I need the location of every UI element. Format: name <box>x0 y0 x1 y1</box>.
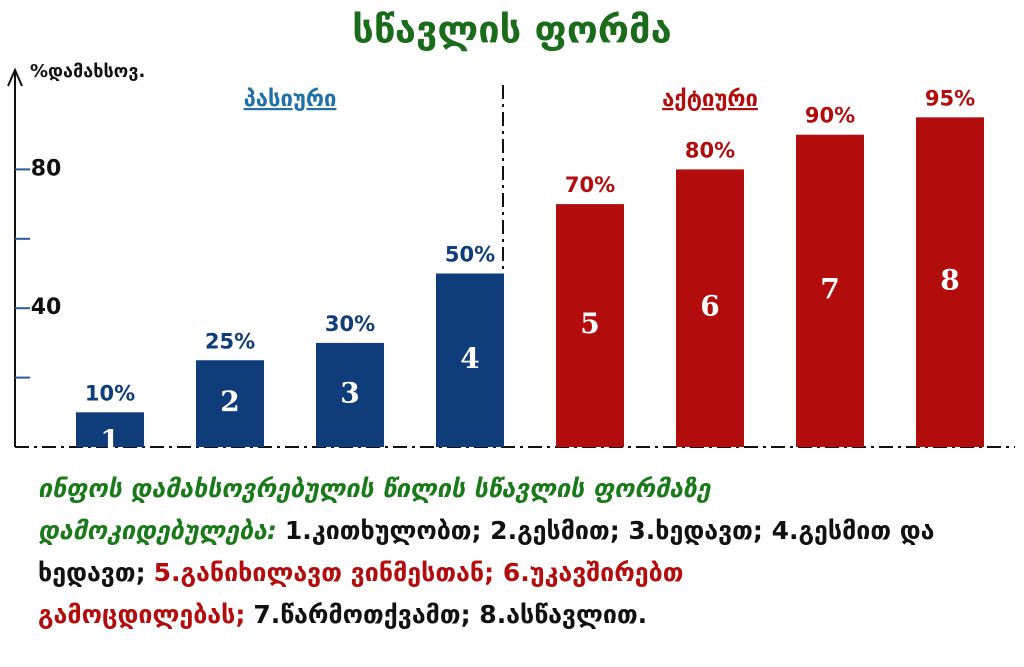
value-label: 50% <box>445 243 495 267</box>
y-tick-label: 80 <box>31 156 62 181</box>
category-label: 3 <box>340 376 359 409</box>
caption: ინფოს დამახსოვრებულის წილის სწავლის ფორმ… <box>38 468 988 636</box>
category-label: 4 <box>460 342 479 375</box>
value-label: 25% <box>205 329 255 353</box>
bar <box>916 117 984 447</box>
bar <box>196 360 264 447</box>
value-label: 10% <box>85 381 135 405</box>
category-label: 8 <box>940 264 959 297</box>
caption-segment: ინფოს დამახსოვრებულის წილის სწავლის ფორმ… <box>38 474 711 545</box>
value-label: 80% <box>685 138 735 162</box>
caption-segment: 7.წარმოთქვამთ; 8.ასწავლით. <box>253 600 648 629</box>
category-label: 2 <box>220 385 239 418</box>
bar <box>316 342 384 447</box>
bar <box>796 134 864 447</box>
bar <box>556 204 624 447</box>
value-label: 90% <box>805 104 855 128</box>
bar <box>676 169 744 447</box>
category-label: 5 <box>580 307 599 340</box>
value-label: 95% <box>925 86 975 110</box>
chart-title: სწავლის ფორმა <box>352 8 671 52</box>
bar <box>76 412 144 447</box>
category-label: 1 <box>100 424 119 457</box>
chart: სწავლის ფორმა %დამახსოვ. 40 80 10% 1 25% 2 30%… <box>7 7 1015 457</box>
caption-segment: 1.კითხულობთ; 2.გესმით; 3.ხედავთ; 4.გესმი… <box>38 516 935 587</box>
y-tick-label: 40 <box>31 295 62 320</box>
group-label: პასიური <box>244 87 337 112</box>
value-label: 70% <box>565 173 615 197</box>
axis-arrow <box>7 67 23 87</box>
bar <box>436 273 504 447</box>
caption-segment: 5.განიხილავთ ვინმესთან; 6.უკავშირებთ გამ… <box>38 558 684 629</box>
value-label: 30% <box>325 312 375 336</box>
group-label: აქტიური <box>662 87 758 112</box>
y-axis-label: %დამახსოვ. <box>30 61 145 82</box>
category-label: 6 <box>700 290 719 323</box>
category-label: 7 <box>820 272 839 305</box>
